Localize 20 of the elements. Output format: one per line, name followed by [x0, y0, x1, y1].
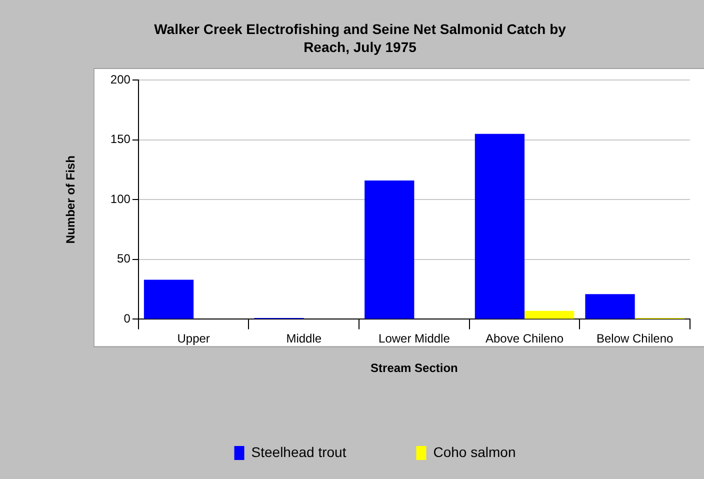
legend-label: Coho salmon — [433, 444, 516, 460]
y-tick-label: 200 — [110, 72, 131, 86]
chart-title: Walker Creek Electrofishing and Seine Net Salmonid Catch by Reach, July 1975 — [153, 20, 567, 56]
x-axis-title: Stream Section — [370, 361, 458, 376]
y-tick-label: 100 — [110, 192, 131, 206]
y-tick-label: 50 — [117, 252, 131, 266]
y-tick-label: 0 — [124, 312, 131, 326]
bar — [585, 294, 635, 319]
x-tick-label: Middle — [286, 332, 322, 346]
x-tick-label: Lower Middle — [378, 332, 450, 346]
x-tick-label: Upper — [177, 332, 210, 346]
x-tick-label: Below Chileno — [596, 332, 674, 346]
bar — [524, 310, 574, 319]
bar — [144, 280, 194, 319]
y-axis-title: Number of Fish — [64, 156, 78, 244]
legend-label: Steelhead trout — [251, 444, 346, 460]
y-tick-label: 150 — [110, 132, 131, 146]
bar — [364, 180, 414, 319]
x-tick-label: Above Chileno — [485, 332, 564, 346]
bar — [474, 134, 525, 319]
